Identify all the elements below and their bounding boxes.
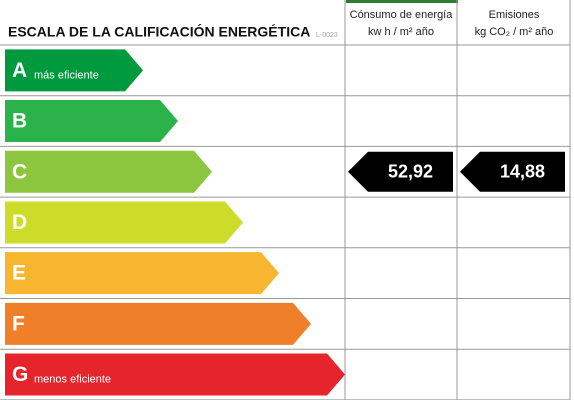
rating-arrow [5, 252, 279, 295]
column-unit: kg CO₂ / m² año [475, 26, 554, 38]
rating-arrow [5, 302, 311, 345]
column-unit: kw h / m² año [368, 26, 434, 38]
rating-letter: A [12, 59, 27, 82]
code: L-0023 [316, 32, 338, 39]
rating-label: más eficiente [34, 69, 99, 81]
rating-letter: B [12, 110, 27, 133]
value-text: 14,88 [500, 162, 545, 182]
rating-letter: G [12, 363, 28, 386]
value-arrow [460, 151, 565, 192]
rating-letter: F [12, 312, 25, 335]
rating-letter: C [12, 160, 27, 183]
rating-arrow [5, 353, 345, 396]
rating-arrow [5, 201, 243, 244]
rating-label: menos eficiente [34, 373, 111, 385]
title: ESCALA DE LA CALIFICACIÓN ENERGÉTICA [8, 23, 310, 40]
column-title: Emisiones [489, 9, 540, 21]
header-accent [346, 0, 458, 3]
value-arrow [348, 151, 453, 192]
rating-arrow [5, 150, 212, 193]
rating-letter: D [12, 211, 27, 234]
rating-letter: E [12, 262, 26, 285]
value-text: 52,92 [388, 162, 433, 182]
rating-arrow [5, 49, 143, 92]
column-title: Cónsumo de energía [350, 9, 454, 21]
rating-arrow [5, 100, 178, 143]
